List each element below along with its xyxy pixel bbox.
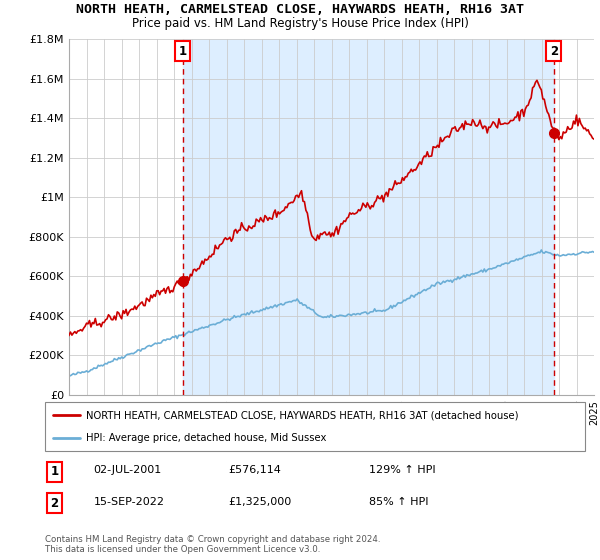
Text: 02-JUL-2001: 02-JUL-2001 — [94, 465, 162, 475]
Text: 15-SEP-2022: 15-SEP-2022 — [94, 497, 164, 507]
Text: Contains HM Land Registry data © Crown copyright and database right 2024.
This d: Contains HM Land Registry data © Crown c… — [45, 535, 380, 554]
Text: £576,114: £576,114 — [229, 465, 281, 475]
FancyBboxPatch shape — [45, 402, 585, 451]
Text: NORTH HEATH, CARMELSTEAD CLOSE, HAYWARDS HEATH, RH16 3AT: NORTH HEATH, CARMELSTEAD CLOSE, HAYWARDS… — [76, 3, 524, 16]
Text: HPI: Average price, detached house, Mid Sussex: HPI: Average price, detached house, Mid … — [86, 433, 326, 442]
Text: £1,325,000: £1,325,000 — [229, 497, 292, 507]
Bar — [183, 39, 554, 395]
Text: Price paid vs. HM Land Registry's House Price Index (HPI): Price paid vs. HM Land Registry's House … — [131, 17, 469, 30]
Text: NORTH HEATH, CARMELSTEAD CLOSE, HAYWARDS HEATH, RH16 3AT (detached house): NORTH HEATH, CARMELSTEAD CLOSE, HAYWARDS… — [86, 410, 518, 420]
Text: 85% ↑ HPI: 85% ↑ HPI — [369, 497, 428, 507]
Text: 129% ↑ HPI: 129% ↑ HPI — [369, 465, 436, 475]
Text: 1: 1 — [50, 465, 59, 478]
Text: 2: 2 — [50, 497, 59, 510]
Text: 2: 2 — [550, 45, 558, 58]
Text: 1: 1 — [179, 45, 187, 58]
